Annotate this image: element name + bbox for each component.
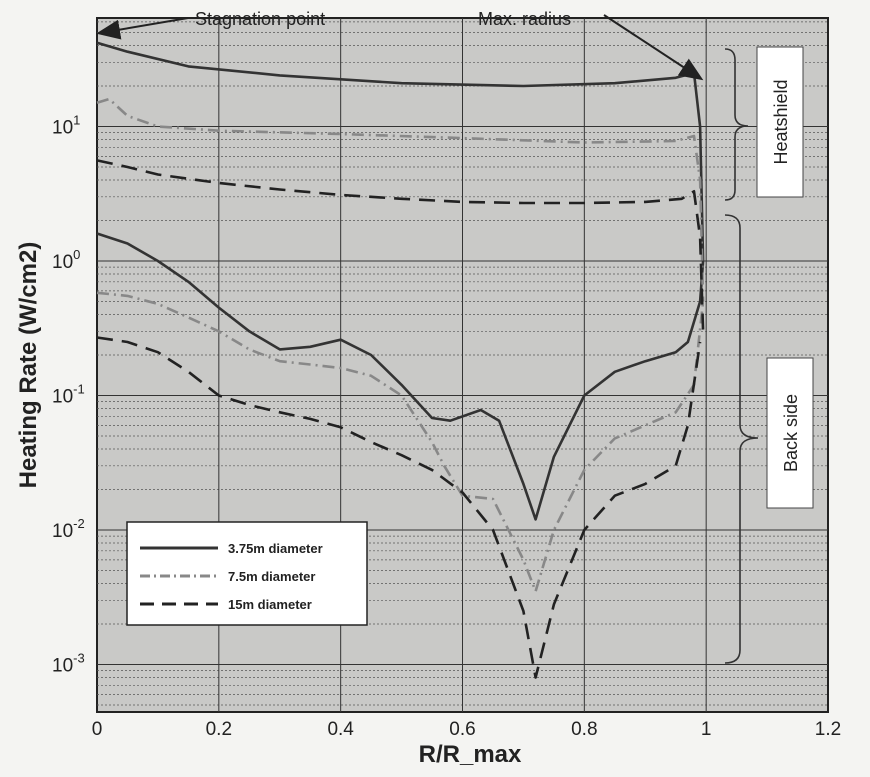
max-radius-label: Max. radius: [478, 9, 571, 29]
back-side-box: [766, 357, 814, 509]
series-line-heatshield-1: [96, 97, 705, 302]
stagnation-point-label: Stagnation point: [195, 9, 325, 29]
series-line-back-side-0: [96, 232, 705, 521]
x-tick-label: 0.6: [449, 719, 475, 740]
x-axis-title: R/R_max: [419, 741, 522, 768]
x-tick-label: 0.4: [327, 719, 354, 740]
y-axis-ticks: 10-3 10-2 10-1 100 101: [52, 113, 85, 677]
y-tick-label: 10-1: [52, 382, 85, 408]
y-axis-title: Heating Rate (W/cm2): [15, 242, 42, 489]
x-tick-label: 0: [92, 719, 103, 740]
y-tick-label: 10-2: [52, 516, 85, 542]
series-group: [96, 41, 705, 679]
series-line-back-side-1: [96, 291, 705, 593]
legend-box: [126, 521, 368, 626]
x-axis-ticks: 0 0.2 0.4 0.6 0.8 1 1.2: [92, 719, 842, 740]
x-tick-label: 0.8: [571, 719, 597, 740]
legend: 3.75m diameter 7.5m diameter 15m diamete…: [126, 521, 368, 626]
back-side-label: Back side: [781, 394, 801, 472]
x-tick-label: 1.2: [815, 719, 841, 740]
heatshield-box: [756, 46, 804, 198]
heatshield-label: Heatshield: [771, 79, 791, 164]
series-line-heatshield-0: [96, 41, 705, 262]
legend-label-15m: 15m diameter: [228, 597, 312, 612]
back-side-brace: [724, 214, 759, 664]
x-tick-label: 0.2: [206, 719, 232, 740]
y-tick-label: 10-3: [52, 651, 85, 677]
series-line-heatshield-2: [96, 159, 705, 332]
y-tick-label: 101: [52, 113, 80, 139]
stagnation-arrow: [96, 17, 189, 40]
y-tick-label: 100: [52, 247, 80, 273]
series-line-back-side-2: [96, 336, 702, 679]
max-radius-arrow: [603, 14, 704, 81]
legend-label-3.75m: 3.75m diameter: [228, 541, 323, 556]
x-tick-label: 1: [701, 719, 712, 740]
legend-label-7.5m: 7.5m diameter: [228, 569, 315, 584]
heatshield-brace: [724, 48, 749, 201]
